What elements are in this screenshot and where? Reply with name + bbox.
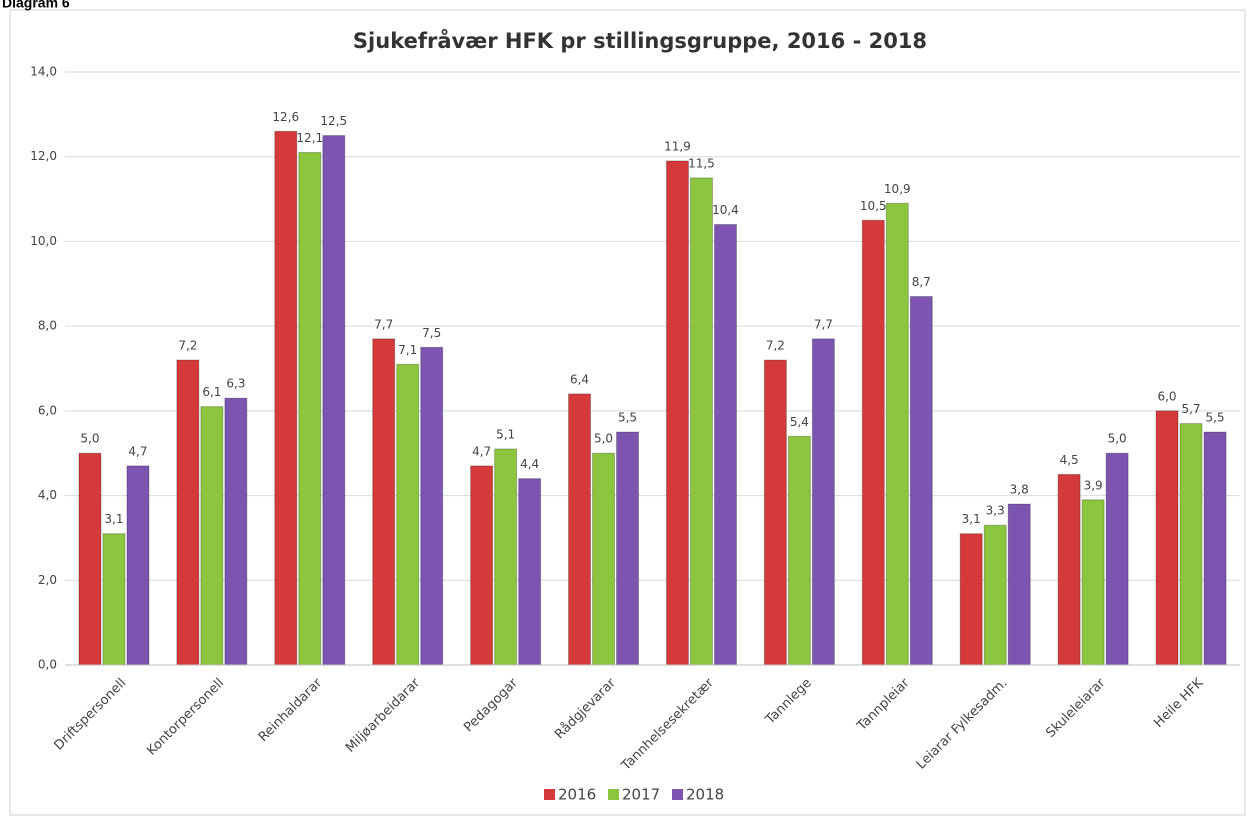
value-label: 4,7 xyxy=(472,444,491,458)
value-label: 3,1 xyxy=(104,512,123,526)
bar xyxy=(1105,452,1129,666)
bar xyxy=(274,130,298,666)
value-label: 6,3 xyxy=(226,377,245,391)
bar xyxy=(665,160,689,666)
bar xyxy=(126,465,150,666)
value-label: 3,9 xyxy=(1084,478,1103,492)
bar xyxy=(787,435,811,666)
bar xyxy=(1155,410,1179,666)
bar xyxy=(1179,423,1203,666)
bar xyxy=(396,363,420,666)
value-label: 5,0 xyxy=(594,432,613,446)
y-tick-label: 10,0 xyxy=(30,234,57,248)
y-tick-label: 8,0 xyxy=(38,319,57,333)
bar xyxy=(200,406,224,666)
value-label: 3,8 xyxy=(1010,483,1029,497)
value-label: 5,1 xyxy=(496,427,515,441)
value-label: 5,0 xyxy=(1108,432,1127,446)
y-tick-label: 12,0 xyxy=(30,149,57,163)
chart-title: Sjukefråvær HFK pr stillingsgruppe, 2016… xyxy=(353,28,927,53)
legend-label: 2016 xyxy=(558,786,596,804)
legend-swatch xyxy=(544,789,555,800)
bar xyxy=(909,295,933,666)
value-label: 10,5 xyxy=(860,199,887,213)
bar xyxy=(78,452,102,666)
bar xyxy=(713,223,737,666)
value-label: 4,4 xyxy=(520,457,539,471)
value-label: 5,5 xyxy=(1205,411,1224,425)
y-tick-label: 6,0 xyxy=(38,403,57,417)
bar xyxy=(763,359,787,666)
legend-swatch xyxy=(608,789,619,800)
legend-label: 2017 xyxy=(622,786,660,804)
value-label: 11,9 xyxy=(664,139,691,153)
value-label: 10,4 xyxy=(712,203,739,217)
value-label: 7,5 xyxy=(422,326,441,340)
bar xyxy=(811,338,835,666)
bar xyxy=(616,431,640,666)
diagram-label: Diagram 6 xyxy=(2,0,70,11)
value-label: 7,7 xyxy=(814,317,833,331)
value-label: 6,4 xyxy=(570,372,589,386)
bar xyxy=(372,338,396,666)
y-tick-label: 0,0 xyxy=(38,658,57,672)
bar xyxy=(568,393,592,666)
value-label: 6,0 xyxy=(1157,389,1176,403)
value-label: 3,3 xyxy=(986,504,1005,518)
value-label: 5,0 xyxy=(80,432,99,446)
value-label: 4,7 xyxy=(128,444,147,458)
bar xyxy=(494,448,518,666)
bar xyxy=(224,397,248,666)
bar xyxy=(322,135,346,666)
y-tick-label: 4,0 xyxy=(38,488,57,502)
bar xyxy=(1203,431,1227,666)
bar xyxy=(983,524,1007,666)
legend-swatch xyxy=(672,789,683,800)
value-label: 10,9 xyxy=(884,182,911,196)
y-tick-label: 14,0 xyxy=(30,65,57,79)
bar xyxy=(1007,503,1031,666)
bar xyxy=(420,346,444,666)
value-label: 12,5 xyxy=(320,114,347,128)
bar xyxy=(298,151,322,666)
value-label: 3,1 xyxy=(962,512,981,526)
bar xyxy=(861,219,885,666)
value-label: 5,4 xyxy=(790,415,809,429)
value-label: 5,7 xyxy=(1181,402,1200,416)
value-label: 8,7 xyxy=(912,275,931,289)
bar xyxy=(1081,499,1105,666)
bar xyxy=(102,533,126,666)
bar xyxy=(176,359,200,666)
value-label: 12,6 xyxy=(272,110,299,124)
bar xyxy=(959,533,983,666)
value-label: 12,1 xyxy=(296,131,323,145)
bar xyxy=(1057,473,1081,666)
bar xyxy=(470,465,494,666)
value-label: 5,5 xyxy=(618,411,637,425)
bar xyxy=(689,177,713,666)
value-label: 7,1 xyxy=(398,343,417,357)
value-label: 7,2 xyxy=(766,339,785,353)
value-label: 11,5 xyxy=(688,156,715,170)
value-label: 4,5 xyxy=(1060,453,1079,467)
bar xyxy=(592,452,616,666)
value-label: 7,7 xyxy=(374,317,393,331)
bar xyxy=(518,478,542,666)
y-tick-label: 2,0 xyxy=(38,573,57,587)
value-label: 7,2 xyxy=(178,339,197,353)
value-label: 6,1 xyxy=(202,385,221,399)
legend-label: 2018 xyxy=(686,786,724,804)
bar xyxy=(885,202,909,666)
